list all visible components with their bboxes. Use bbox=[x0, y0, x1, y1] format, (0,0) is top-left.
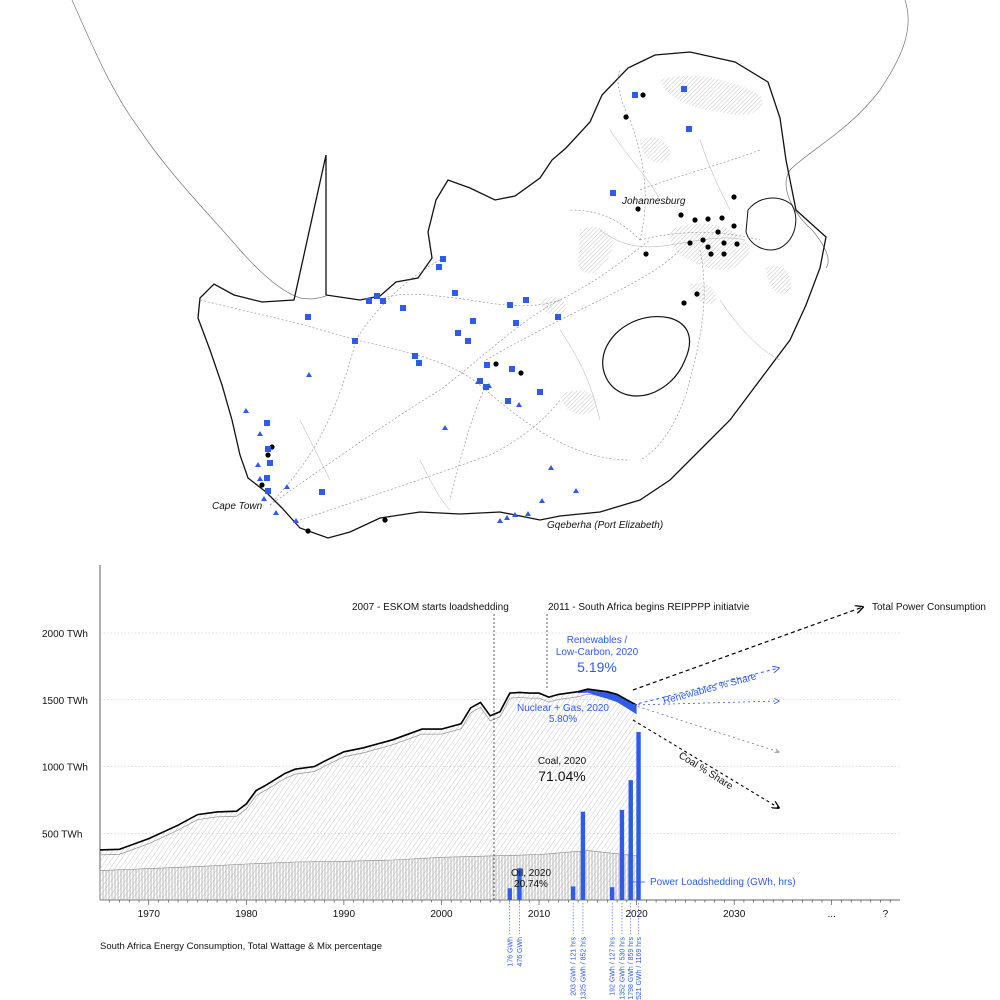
loadshedding-bar-label: 203 GWh / 121 hrs bbox=[571, 937, 578, 996]
loadshedding-bar-label: 476 GWh bbox=[517, 937, 524, 967]
chart-caption: South Africa Energy Consumption, Total W… bbox=[100, 941, 382, 952]
energy-chart: 2000 TWh 1500 TWh 1000 TWh 500 TWh 1970 1980… bbox=[42, 565, 986, 1000]
x-tick-label: 2030 bbox=[723, 909, 746, 920]
coal-area bbox=[100, 689, 637, 900]
projection-nuclear-arrow bbox=[632, 701, 779, 706]
x-tick-label: 1970 bbox=[138, 909, 161, 920]
x-tick-label: 2000 bbox=[430, 909, 453, 920]
loadshedding-bar-label: 1352 GWh / 530 hrs bbox=[620, 937, 627, 1000]
projection-total-label: Total Power Consumption bbox=[872, 602, 986, 613]
y-tick-label: 2000 TWh bbox=[42, 629, 88, 640]
loadshedding-bars bbox=[507, 732, 641, 900]
nuclear-gas-title: Nuclear + Gas, 2020 bbox=[517, 703, 609, 714]
oil-value: 20.74% bbox=[514, 879, 548, 890]
loadshedding-bar-label: 1325 GWh / 852 hrs bbox=[580, 937, 587, 1000]
mining-areas bbox=[540, 75, 791, 415]
city-label-cape-town: Cape Town bbox=[212, 501, 263, 512]
loadshedding-bar-label: 2521 GWh / 1169 hrs bbox=[636, 937, 643, 1000]
x-tick-label: 2020 bbox=[625, 909, 648, 920]
city-label-johannesburg: Johannesburg bbox=[621, 196, 686, 207]
loadshedding-bar-label: 1798 GWh / 859 hrs bbox=[628, 937, 635, 1000]
loadshedding-label: Power Loadshedding (GWh, hrs) bbox=[650, 877, 796, 888]
renewables-value: 5.19% bbox=[577, 659, 617, 675]
projection-renewables-arrow bbox=[632, 668, 779, 706]
coal-title: Coal, 2020 bbox=[538, 756, 587, 767]
x-tick-marks bbox=[109, 900, 891, 905]
loadshedding-bar-label: 192 GWh / 127 hrs bbox=[610, 937, 617, 996]
city-label-gqeberha: Gqeberha (Port Elizabeth) bbox=[547, 520, 663, 531]
projection-renewables-label: Renewables % Share bbox=[662, 671, 758, 707]
wind-sites bbox=[243, 372, 579, 523]
lesotho-border bbox=[602, 316, 691, 397]
renewables-title-2: Low-Carbon, 2020 bbox=[556, 647, 639, 658]
x-tick-label: ... bbox=[828, 909, 836, 920]
x-tick-label: 2010 bbox=[528, 909, 551, 920]
loadshedding-bar-labels: 176 GWh 476 GWh 203 GWh / 121 hrs 1325 GWh … bbox=[507, 903, 643, 1000]
projection-coal-arrow bbox=[632, 719, 779, 808]
loadshedding-bar bbox=[636, 732, 641, 900]
loadshedding-bar bbox=[517, 868, 522, 900]
total-consumption-line bbox=[99, 688, 637, 851]
renewables-title: Renewables / bbox=[567, 635, 628, 646]
event-label-2011: 2011 - South Africa begins REIPPPP initi… bbox=[548, 602, 750, 613]
y-tick-label: 1000 TWh bbox=[42, 763, 88, 774]
x-tick-label: 1990 bbox=[333, 909, 356, 920]
y-tick-labels: 2000 TWh 1500 TWh 1000 TWh 500 TWh bbox=[42, 629, 88, 840]
south-africa-border bbox=[197, 51, 827, 539]
x-tick-label: ? bbox=[883, 909, 889, 920]
loadshedding-bar bbox=[570, 886, 576, 900]
coal-value: 71.04% bbox=[538, 768, 585, 784]
eswatini-border bbox=[745, 197, 797, 251]
loadshedding-bar bbox=[507, 888, 512, 900]
minor-roads bbox=[299, 129, 781, 511]
loadshedding-bar-label: 176 GWh bbox=[507, 937, 514, 967]
solar-sites bbox=[264, 86, 692, 495]
nuclear-gas-value: 5.80% bbox=[549, 714, 577, 725]
west-coast-namibia bbox=[71, 0, 327, 300]
x-tick-label: 1980 bbox=[235, 909, 258, 920]
projection-total-arrow bbox=[632, 607, 863, 691]
map-of-south-africa: Johannesburg Cape Town Gqeberha (Port El… bbox=[71, 0, 909, 539]
loadshedding-bar bbox=[619, 809, 625, 900]
coal-share-line bbox=[99, 693, 637, 856]
east-coast-mozambique bbox=[785, 0, 909, 269]
projection-oil-arrow bbox=[632, 704, 779, 752]
y-tick-label: 500 TWh bbox=[42, 829, 82, 840]
coal-plants bbox=[259, 92, 740, 534]
projection-coal-label: Coal % Share bbox=[676, 750, 735, 792]
loadshedding-bar bbox=[609, 887, 615, 900]
renewables-band bbox=[578, 689, 637, 715]
event-label-2007: 2007 - ESKOM starts loadshedding bbox=[352, 602, 509, 613]
y-tick-label: 1500 TWh bbox=[42, 696, 88, 707]
oil-title: Oil, 2020 bbox=[511, 868, 551, 879]
loadshedding-bar bbox=[628, 780, 633, 900]
road-network bbox=[199, 69, 761, 521]
x-tick-labels: 1970 1980 1990 2000 2010 2020 2030...? bbox=[138, 909, 889, 920]
loadshedding-bar bbox=[580, 811, 586, 900]
